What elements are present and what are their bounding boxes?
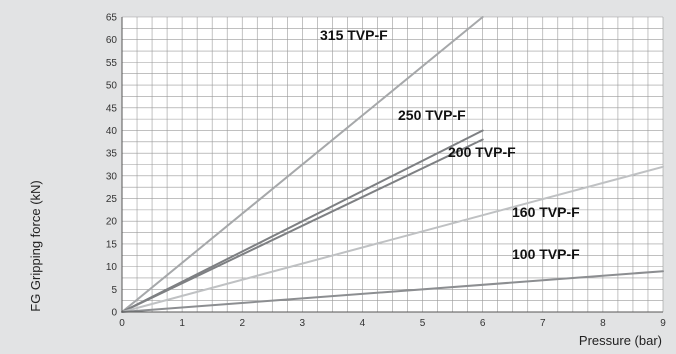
- x-tick-label: 6: [480, 318, 486, 329]
- series-line-250: [121, 129, 484, 313]
- series-label-100: 100 TVP-F: [512, 246, 580, 262]
- y-tick-label: 40: [106, 126, 118, 137]
- x-tick-label: 7: [540, 318, 546, 329]
- series-lines: [121, 16, 664, 313]
- axes: [121, 17, 663, 313]
- series-label-315: 315 TVP-F: [320, 27, 388, 43]
- x-tick-label: 5: [420, 318, 426, 329]
- y-tick-label: 5: [111, 285, 117, 296]
- y-tick-label: 45: [106, 103, 118, 114]
- x-tick-label: 1: [179, 318, 185, 329]
- x-tick-label: 3: [300, 318, 306, 329]
- y-tick-label: 55: [106, 58, 118, 69]
- series-label-160: 160 TVP-F: [512, 204, 580, 220]
- y-tick-labels: 0 5 10 15 20 25 30 35 40 45 50 55 60 65: [106, 13, 118, 319]
- y-tick-label: 35: [106, 149, 118, 160]
- series-label-250: 250 TVP-F: [398, 107, 466, 123]
- y-tick-label: 15: [106, 239, 118, 250]
- y-tick-label: 50: [106, 81, 118, 92]
- y-tick-label: 10: [106, 262, 118, 273]
- x-tick-label: 8: [600, 318, 606, 329]
- x-tick-label: 0: [119, 318, 125, 329]
- series-labels: 315 TVP-F 250 TVP-F 200 TVP-F 160 TVP-F 100 …: [320, 27, 580, 262]
- y-tick-label: 25: [106, 194, 118, 205]
- y-tick-label: 60: [106, 35, 118, 46]
- y-tick-label: 20: [106, 217, 118, 228]
- x-tick-label: 4: [360, 318, 366, 329]
- y-tick-label: 0: [111, 308, 117, 319]
- series-label-200: 200 TVP-F: [448, 144, 516, 160]
- series-line-315: [121, 16, 484, 313]
- x-tick-label: 2: [239, 318, 245, 329]
- series-line-160: [121, 165, 664, 313]
- x-tick-label: 9: [660, 318, 666, 329]
- x-axis-title: Pressure (bar): [579, 333, 662, 348]
- series-line-100: [121, 270, 664, 313]
- grid: [121, 16, 664, 313]
- series-line-200: [121, 138, 484, 313]
- x-tick-labels: 0 1 2 3 4 5 6 7 8 9: [119, 318, 666, 329]
- y-tick-label: 65: [106, 13, 118, 24]
- y-tick-label: 30: [106, 171, 118, 182]
- y-axis-title: FG Gripping force (kN): [28, 180, 43, 311]
